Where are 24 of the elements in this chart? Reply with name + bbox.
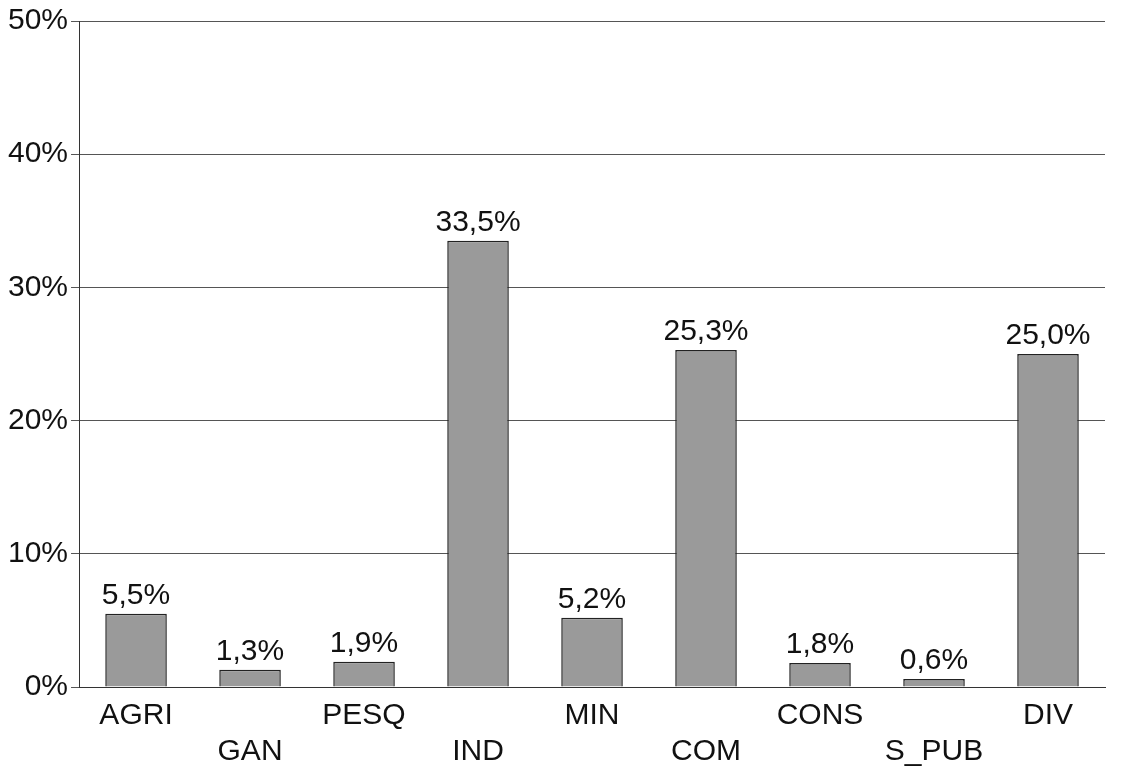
data-label: 33,5% <box>435 204 521 238</box>
x-tick-label: CONS <box>776 697 864 731</box>
y-tick-label: 40% <box>8 135 69 169</box>
x-tick-label: S_PUB <box>884 733 984 767</box>
x-tick-label: COM <box>671 733 742 767</box>
x-tick-label: GAN <box>217 733 283 767</box>
y-tick-label: 20% <box>8 401 69 435</box>
data-label: 5,5% <box>101 577 171 611</box>
data-label: 25,3% <box>663 313 749 347</box>
data-label: 0,6% <box>899 642 969 676</box>
y-tick-label: 30% <box>8 268 69 302</box>
data-label: 25,0% <box>1005 317 1091 351</box>
data-label: 1,9% <box>329 624 399 658</box>
y-tick-label: 10% <box>8 535 69 569</box>
x-tick-label: MIN <box>564 697 620 731</box>
x-tick-label: PESQ <box>322 697 406 731</box>
y-tick-label: 50% <box>8 2 69 36</box>
x-tick-label: AGRI <box>99 697 173 731</box>
x-tick-label: DIV <box>1022 697 1074 731</box>
x-tick-label: IND <box>452 733 504 767</box>
data-label: 1,3% <box>215 632 285 666</box>
y-tick-label: 0% <box>24 668 69 702</box>
data-label: 5,2% <box>557 581 627 614</box>
data-label: 1,8% <box>785 626 855 660</box>
